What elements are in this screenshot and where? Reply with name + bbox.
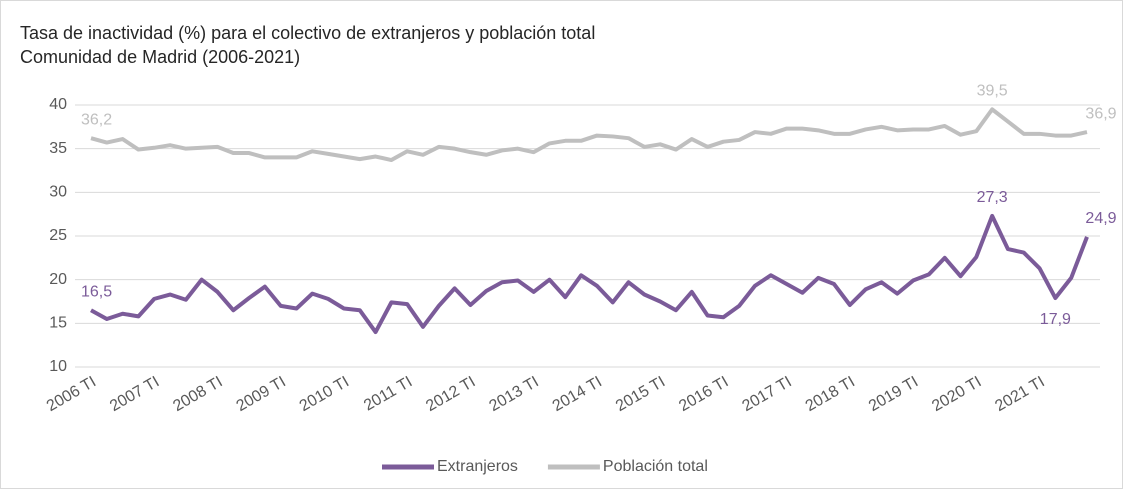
y-tick-label: 10 <box>49 358 67 375</box>
legend-label: Extranjeros <box>437 458 518 475</box>
data-label: 24,9 <box>1085 210 1116 227</box>
data-label: 36,9 <box>1085 105 1116 122</box>
series-line <box>90 107 1088 163</box>
chart-title: Tasa de inactividad (%) para el colectiv… <box>20 23 595 43</box>
series-line <box>90 213 1089 335</box>
y-tick-label: 15 <box>49 315 67 332</box>
y-tick-label: 40 <box>49 96 67 113</box>
chart-subtitle: Comunidad de Madrid (2006-2021) <box>20 47 300 67</box>
y-tick-label: 25 <box>49 227 67 244</box>
y-tick-label: 35 <box>49 140 67 157</box>
data-label: 27,3 <box>977 189 1008 206</box>
y-tick-label: 30 <box>49 184 67 201</box>
legend-label: Población total <box>603 458 708 475</box>
data-label: 17,9 <box>1040 311 1071 328</box>
data-label: 36,2 <box>81 111 112 128</box>
data-label: 16,5 <box>81 283 112 300</box>
y-tick-label: 20 <box>49 271 67 288</box>
data-label: 39,5 <box>977 83 1008 100</box>
